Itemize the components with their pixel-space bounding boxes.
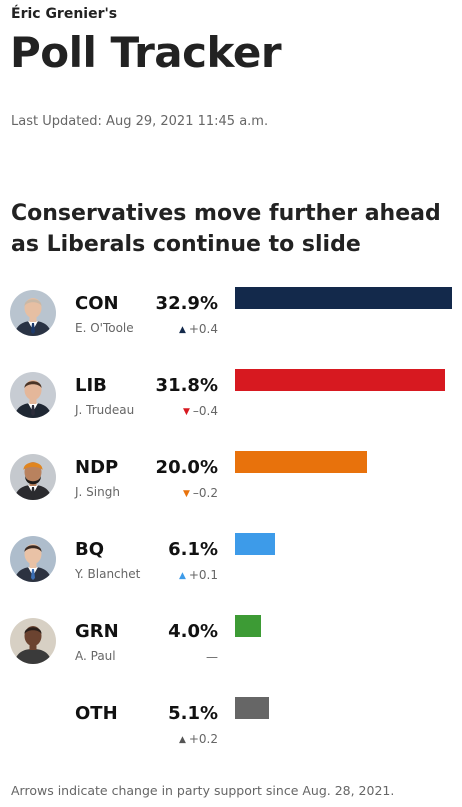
party-row-con: CON E. O'Toole 32.9% ▲ +0.4: [0, 287, 462, 347]
avatar: [10, 536, 56, 582]
triangle-up-icon: ▲: [178, 325, 186, 335]
change-value: +0.2: [188, 732, 218, 746]
party-row-ndp: NDP J. Singh 20.0% ▼ –0.2: [0, 451, 462, 511]
leader-name: A. Paul: [75, 649, 116, 663]
byline: Éric Grenier's: [11, 6, 118, 22]
party-label: NDP: [75, 457, 119, 478]
last-updated: Last Updated: Aug 29, 2021 11:45 a.m.: [11, 114, 269, 129]
leader-name: E. O'Toole: [75, 321, 134, 335]
change-label: ▼ –0.4: [140, 404, 218, 418]
triangle-down-icon: ▼: [182, 489, 190, 499]
change-value: –0.4: [192, 404, 218, 418]
avatar: [10, 454, 56, 500]
leader-name: J. Trudeau: [75, 403, 135, 417]
change-label: ▲ +0.4: [140, 322, 218, 336]
party-label: GRN: [75, 621, 119, 642]
data-label: 6.1%: [168, 539, 218, 560]
triangle-down-icon: ▼: [182, 407, 190, 417]
change-label: —: [140, 650, 218, 664]
change-value: –0.2: [192, 486, 218, 500]
change-value: +0.4: [188, 322, 218, 336]
change-label: ▲ +0.2: [140, 732, 218, 746]
party-row-grn: GRN A. Paul 4.0% —: [0, 615, 462, 675]
data-label: 4.0%: [168, 621, 218, 642]
change-value: —: [206, 650, 218, 664]
party-row-oth: OTH 5.1% ▲ +0.2: [0, 697, 462, 757]
avatar: [10, 618, 56, 664]
change-label: ▲ +0.1: [140, 568, 218, 582]
change-label: ▼ –0.2: [140, 486, 218, 500]
leader-name: J. Singh: [75, 485, 120, 499]
data-label: 31.8%: [155, 375, 218, 396]
page-title: Poll Tracker: [10, 28, 282, 77]
party-label: BQ: [75, 539, 105, 560]
party-label: LIB: [75, 375, 107, 396]
party-label: CON: [75, 293, 119, 314]
chart-headline: Conservatives move further ahead as Libe…: [11, 201, 441, 257]
bar: [235, 533, 275, 555]
data-label: 20.0%: [155, 457, 218, 478]
avatar: [10, 290, 56, 336]
bar: [235, 697, 269, 719]
triangle-up-icon: ▲: [178, 735, 186, 745]
party-row-lib: LIB J. Trudeau 31.8% ▼ –0.4: [0, 369, 462, 429]
leader-name: Y. Blanchet: [75, 567, 141, 581]
data-label: 5.1%: [168, 703, 218, 724]
data-label: 32.9%: [155, 293, 218, 314]
footnote: Arrows indicate change in party support …: [11, 783, 395, 798]
party-row-bq: BQ Y. Blanchet 6.1% ▲ +0.1: [0, 533, 462, 593]
bar: [235, 451, 367, 473]
change-value: +0.1: [188, 568, 218, 582]
avatar: [10, 372, 56, 418]
triangle-up-icon: ▲: [178, 571, 186, 581]
party-label: OTH: [75, 703, 118, 724]
bar: [235, 287, 452, 309]
bar: [235, 615, 261, 637]
bar: [235, 369, 445, 391]
